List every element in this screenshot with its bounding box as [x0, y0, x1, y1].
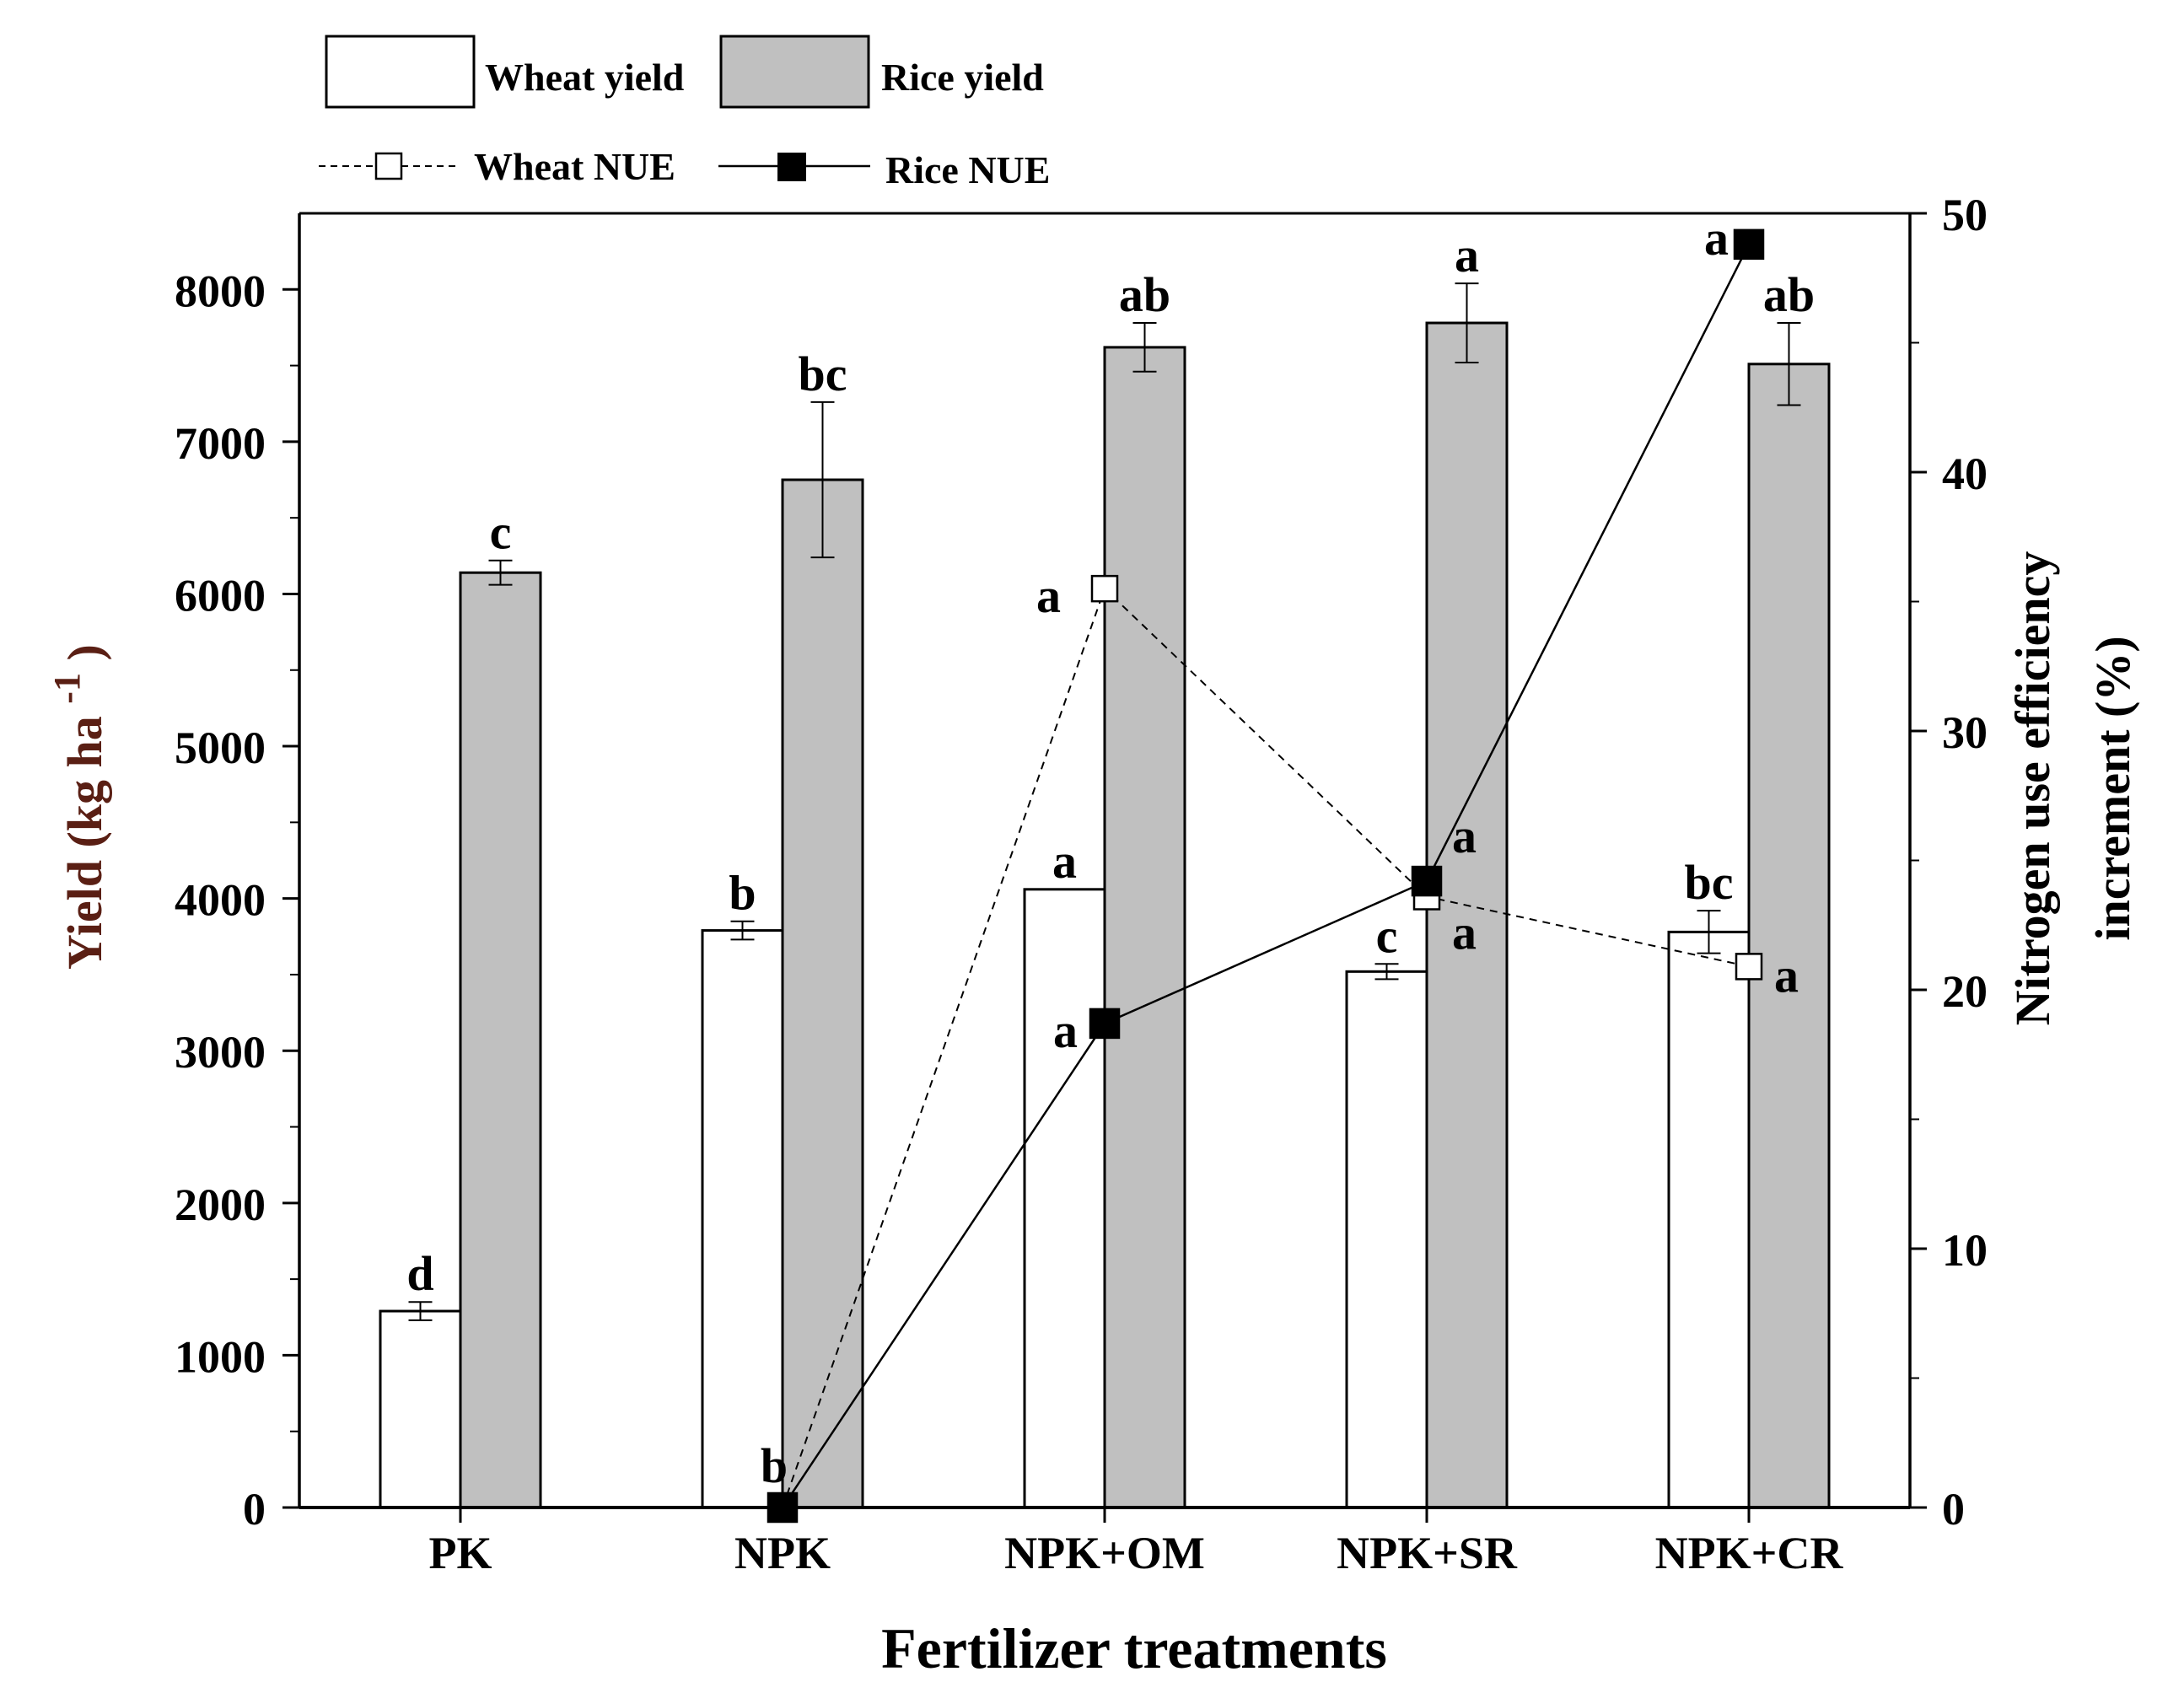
- left-tick-label-0: 0: [243, 1484, 266, 1534]
- right-tick-label-1: 10: [1942, 1225, 1988, 1276]
- left-tick-label-6: 6000: [175, 570, 266, 621]
- x-axis-title: Fertilizer treatments: [881, 1616, 1387, 1680]
- wheat-nue-marker-3: [1735, 953, 1763, 981]
- left-tick-label-2: 2000: [175, 1180, 266, 1230]
- rice-nue-letter-0: b: [761, 1438, 788, 1493]
- left-tick-label-7: 7000: [175, 418, 266, 469]
- rice-yield-bar-2: [1103, 346, 1186, 1509]
- rice-yield-letter-2: ab: [1119, 267, 1170, 322]
- wheat-yield-bar-1: [701, 929, 784, 1509]
- wheat-yield-bar-4: [1667, 930, 1751, 1509]
- right-axis-title-line1: Nitrogen use efficiency: [2005, 551, 2060, 1026]
- wheat-yield-bar-0: [379, 1309, 462, 1509]
- wheat-nue-letter-3: a: [1774, 948, 1799, 1002]
- right-tick-label-0: 0: [1942, 1484, 1965, 1534]
- x-tick-label-4: NPK+CR: [1655, 1528, 1844, 1578]
- rice-nue-marker-2: [1411, 865, 1443, 897]
- x-tick-label-2: NPK+OM: [1004, 1528, 1205, 1578]
- legend-wheat-yield-swatch: [325, 35, 476, 109]
- legend-rice-nue-label: Rice NUE: [885, 148, 1050, 191]
- wheat-yield-letter-0: d: [406, 1246, 433, 1301]
- legend-wheat-nue-marker: [374, 152, 403, 180]
- legend-wheat-yield-label: Wheat yield: [485, 56, 685, 99]
- wheat-nue-line: [782, 587, 1750, 1508]
- rice-nue-letter-2: a: [1452, 809, 1477, 863]
- left-tick-label-4: 4000: [175, 875, 266, 926]
- wheat-yield-letter-4: bc: [1685, 855, 1734, 910]
- rice-yield-bar-4: [1747, 363, 1831, 1509]
- right-tick-label-2: 20: [1942, 966, 1988, 1017]
- x-tick-label-3: NPK+SR: [1337, 1528, 1518, 1578]
- plot-area: dbacbccbcabaab01000200030004000500060007…: [175, 190, 1988, 1578]
- x-tick-label-0: PK: [429, 1528, 492, 1578]
- rice-yield-letter-4: ab: [1763, 267, 1815, 322]
- wheat-yield-letter-1: b: [729, 866, 756, 921]
- rice-nue-line: [781, 244, 1751, 1508]
- rice-yield-letter-3: a: [1455, 228, 1479, 282]
- rice-nue-marker-3: [1733, 228, 1765, 261]
- rice-yield-letter-0: c: [490, 505, 512, 560]
- legend-rice-nue-marker: [777, 153, 806, 181]
- left-tick-label-8: 8000: [175, 266, 266, 316]
- right-tick-label-3: 30: [1942, 707, 1988, 758]
- rice-nue-letter-1: a: [1053, 1003, 1078, 1058]
- legend-rice-yield-swatch: [719, 35, 870, 109]
- right-tick-label-4: 40: [1942, 449, 1988, 499]
- left-tick-label-3: 3000: [175, 1027, 266, 1078]
- left-tick-label-5: 5000: [175, 723, 266, 773]
- left-axis-title: Yield (kg ha -1 ): [35, 644, 112, 970]
- rice-nue-marker-0: [767, 1491, 799, 1524]
- left-tick-label-1: 1000: [175, 1331, 266, 1382]
- legend-wheat-nue-label: Wheat NUE: [474, 145, 675, 188]
- wheat-yield-bar-3: [1345, 970, 1428, 1509]
- rice-yield-bar-1: [781, 478, 864, 1509]
- wheat-yield-letter-2: a: [1052, 834, 1077, 889]
- wheat-nue-letter-1: a: [1036, 568, 1061, 623]
- right-axis-title: Nitrogen use efficiency increment (%): [2005, 551, 2140, 1026]
- wheat-yield-letter-3: c: [1376, 908, 1398, 963]
- rice-yield-letter-1: bc: [799, 347, 847, 401]
- left-axis-title-close: ): [57, 644, 112, 660]
- wheat-nue-letter-2: a: [1452, 905, 1477, 959]
- left-axis-title-sup: -1: [46, 673, 88, 704]
- left-axis-title-main: Yield (kg ha: [57, 716, 112, 970]
- svg-text:Yield (kg ha -1 ): Yield (kg ha -1 ): [35, 644, 112, 970]
- right-tick-label-5: 50: [1942, 190, 1988, 240]
- legend-rice-yield-label: Rice yield: [881, 56, 1044, 99]
- wheat-yield-bar-2: [1023, 888, 1106, 1509]
- legend: Wheat yield Rice yield Wheat NUE Rice NU…: [319, 35, 1050, 191]
- right-axis-title-line2: increment (%): [2085, 636, 2140, 940]
- rice-yield-bar-0: [459, 571, 542, 1509]
- rice-nue-letter-3: a: [1704, 211, 1729, 266]
- x-tick-label-1: NPK: [734, 1528, 831, 1578]
- rice-nue-marker-1: [1089, 1008, 1121, 1040]
- wheat-nue-marker-1: [1090, 574, 1119, 603]
